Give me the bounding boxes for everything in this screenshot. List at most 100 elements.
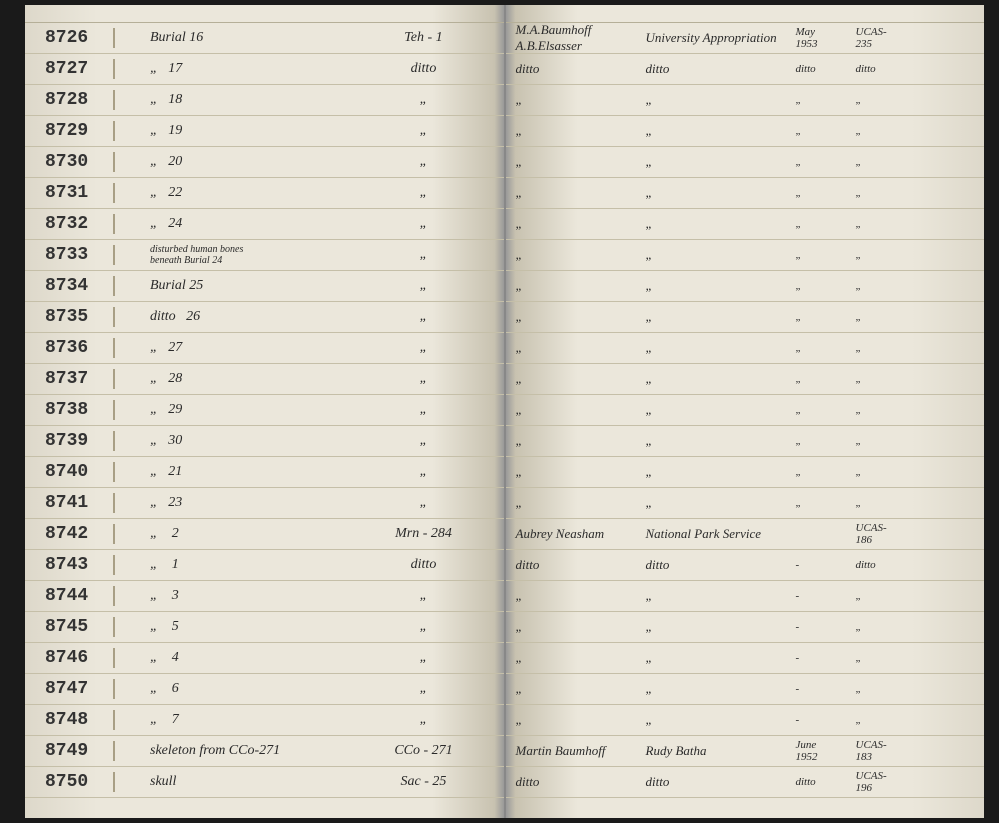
ledger-row: „„„„ [506,240,985,271]
description: „ 29 [115,402,344,418]
ledger-row: 8748„ 7„ [25,705,504,736]
ledger-row: 8735ditto 26„ [25,302,504,333]
record-id: 8750 [25,772,115,792]
sponsor: „ [646,185,796,201]
site-code: „ [344,495,504,511]
header-spacer [25,5,504,23]
reference: UCAS-196 [856,770,916,794]
ledger-row: Aubrey NeashamNational Park ServiceUCAS-… [506,519,985,550]
ledger-row: 8739„ 30„ [25,426,504,457]
reference: „ [856,435,916,447]
site-code: „ [344,464,504,480]
date: „ [796,373,856,385]
reference: „ [856,280,916,292]
ledger-row: 8729„ 19„ [25,116,504,147]
collector: „ [506,433,646,449]
date: - [796,714,856,726]
site-code: „ [344,216,504,232]
ledger-row: „„-„ [506,581,985,612]
ledger-row: 8737„ 28„ [25,364,504,395]
ledger-row: dittodittodittoditto [506,54,985,85]
collector: Aubrey Neasham [506,526,646,542]
collector: „ [506,495,646,511]
date: „ [796,280,856,292]
site-code: „ [344,619,504,635]
site-code: „ [344,371,504,387]
description: skull [115,774,344,790]
date: „ [796,218,856,230]
ledger-row: 8740„ 21„ [25,457,504,488]
description: ditto 26 [115,309,344,325]
reference: „ [856,590,916,602]
sponsor: „ [646,650,796,666]
date: „ [796,156,856,168]
record-id: 8746 [25,648,115,668]
description: Burial 16 [115,30,344,46]
sponsor: „ [646,619,796,635]
record-id: 8734 [25,276,115,296]
sponsor: ditto [646,557,796,573]
ledger-row: „„„„ [506,395,985,426]
site-code: ditto [344,61,504,77]
reference: ditto [856,559,916,571]
record-id: 8735 [25,307,115,327]
reference: „ [856,249,916,261]
ledger-row: 8732„ 24„ [25,209,504,240]
description: „ 5 [115,619,344,635]
ledger-row: 8736„ 27„ [25,333,504,364]
date: „ [796,466,856,478]
collector: „ [506,216,646,232]
site-code: „ [344,278,504,294]
ledger-row: „„„„ [506,147,985,178]
ledger-row: 8741„ 23„ [25,488,504,519]
record-id: 8747 [25,679,115,699]
description: „ 4 [115,650,344,666]
reference: „ [856,373,916,385]
site-code: „ [344,309,504,325]
record-id: 8731 [25,183,115,203]
reference: „ [856,156,916,168]
description: „ 3 [115,588,344,604]
ledger-row: 8742„ 2Mrn - 284 [25,519,504,550]
collector: „ [506,340,646,356]
reference: „ [856,187,916,199]
collector: ditto [506,61,646,77]
date: - [796,652,856,664]
record-id: 8743 [25,555,115,575]
description: disturbed human bonesbeneath Burial 24 [115,244,344,266]
ledger-row: „„-„ [506,705,985,736]
ledger-row: 8733disturbed human bonesbeneath Burial … [25,240,504,271]
site-code: „ [344,681,504,697]
reference: „ [856,342,916,354]
sponsor: „ [646,588,796,604]
sponsor: „ [646,247,796,263]
ledger-row: „„-„ [506,612,985,643]
ledger-row: 8738„ 29„ [25,395,504,426]
ledger-row: 8745„ 5„ [25,612,504,643]
collector: „ [506,185,646,201]
date: May1953 [796,26,856,50]
collector: „ [506,464,646,480]
description: „ 22 [115,185,344,201]
reference: „ [856,466,916,478]
sponsor: „ [646,433,796,449]
date: „ [796,94,856,106]
record-id: 8749 [25,741,115,761]
site-code: „ [344,650,504,666]
site-code: „ [344,92,504,108]
site-code: Sac - 25 [344,774,504,790]
record-id: 8733 [25,245,115,265]
ledger-row: „„„„ [506,302,985,333]
collector: „ [506,681,646,697]
description: „ 2 [115,526,344,542]
collector: „ [506,309,646,325]
sponsor: Rudy Batha [646,743,796,759]
collector: Martin Baumhoff [506,743,646,759]
collector: „ [506,402,646,418]
reference: „ [856,714,916,726]
record-id: 8745 [25,617,115,637]
record-id: 8736 [25,338,115,358]
sponsor: „ [646,712,796,728]
ledger-row: „„„„ [506,457,985,488]
ledger-row: 8728„ 18„ [25,85,504,116]
